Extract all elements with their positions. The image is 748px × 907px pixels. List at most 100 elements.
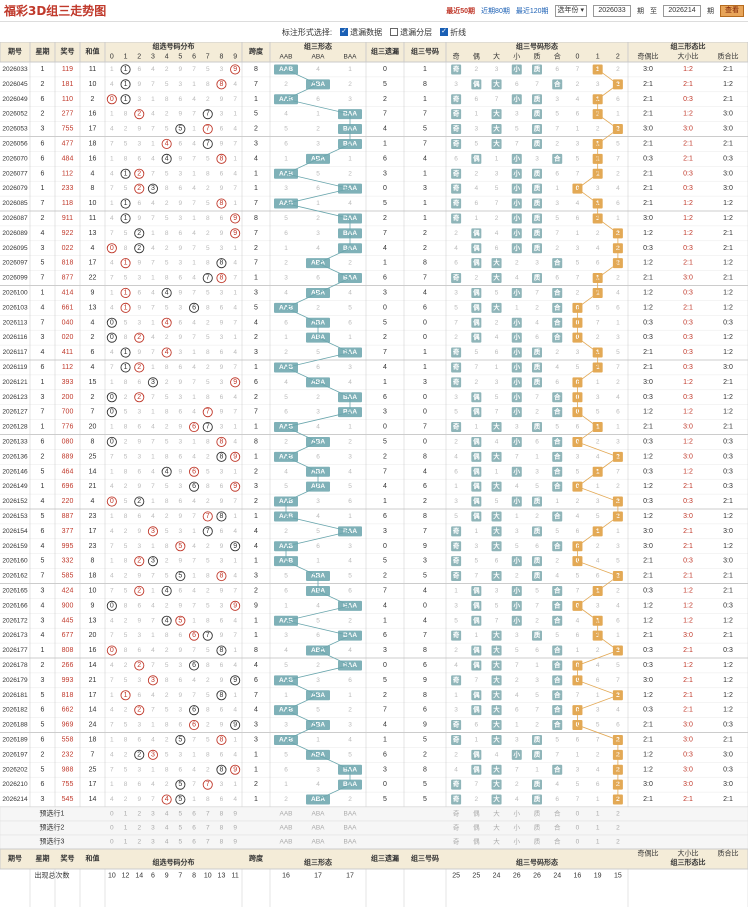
to-issue-input[interactable]: 2026214: [663, 4, 701, 17]
dist-miss: 1: [110, 424, 114, 431]
dist-miss: 5: [206, 66, 210, 73]
dist-ball: [216, 690, 227, 701]
dist-ball-digit: 9: [233, 483, 237, 490]
prediction-digit: 9: [233, 811, 237, 818]
dist-miss: 2: [206, 364, 210, 371]
dist-miss: 2: [165, 736, 169, 743]
cell-ratio-1: 2:1: [683, 692, 693, 699]
codeform-miss: 2: [515, 573, 519, 580]
codeform-miss: 6: [495, 558, 499, 565]
codeform-box: [471, 466, 482, 477]
cell-miss: 5: [383, 796, 387, 803]
codeform-value: 奇: [453, 124, 460, 133]
cell-week: 6: [41, 736, 45, 743]
dist-ball-digit: 7: [206, 126, 210, 133]
dist-miss: 3: [179, 528, 183, 535]
cell-code: 5: [423, 126, 427, 133]
dist-ball: [161, 794, 172, 805]
dist-miss: 6: [179, 96, 183, 103]
codeform-value: 小: [513, 362, 521, 371]
dist-ball: [120, 362, 131, 373]
form-miss: 2: [284, 260, 288, 267]
dist-miss: 9: [179, 647, 183, 654]
cell-miss: 4: [383, 364, 387, 371]
dist-miss: 7: [110, 453, 114, 460]
cell-ratio-2: 2:1: [723, 230, 733, 237]
cell-code: 2: [423, 751, 427, 758]
codeform-value: 奇: [453, 198, 460, 207]
codeform-box: [552, 287, 563, 298]
cell-prize: 332: [62, 558, 74, 565]
dist-miss: 6: [220, 126, 224, 133]
dist-miss: 3: [137, 453, 141, 460]
cell-miss: 1: [383, 140, 387, 147]
query-button[interactable]: 查看: [720, 4, 744, 17]
dist-ball: [216, 436, 227, 448]
option-missing-layer[interactable]: 遗漏分层: [390, 27, 432, 38]
form-miss: 1: [316, 200, 320, 207]
option-polyline[interactable]: ✓ 折线: [440, 27, 466, 38]
dist-ball: [216, 198, 227, 209]
dist-miss: 1: [110, 692, 114, 699]
cell-span: 8: [254, 215, 258, 222]
codeform-miss: 2: [616, 170, 620, 177]
codeform-value: 偶: [473, 332, 480, 341]
link-recent-50[interactable]: 最近50期: [446, 7, 476, 15]
codeform-miss: 6: [616, 409, 620, 416]
from-issue-input[interactable]: 2026033: [593, 4, 631, 17]
cell-prize: 677: [62, 632, 74, 639]
header-codeform-6: 0: [575, 54, 579, 61]
cell-ratio-0: 2:1: [643, 424, 653, 431]
codeform-value: 偶: [473, 451, 480, 460]
form-miss: 3: [316, 498, 320, 505]
codeform-miss: 7: [555, 126, 559, 133]
cell-code: 1: [423, 200, 427, 207]
prediction-codeform: 2: [616, 825, 620, 832]
header-ratio-2: 质合比: [718, 52, 739, 61]
codeform-miss: 6: [616, 304, 620, 311]
cell-ratio-2: 0:3: [723, 647, 733, 654]
form-miss: 4: [316, 781, 320, 788]
codeform-miss: 4: [454, 766, 458, 773]
form-miss: 1: [316, 558, 320, 565]
dist-miss: 1: [151, 96, 155, 103]
codeform-miss: 4: [515, 275, 519, 282]
cell-sum: 24: [89, 722, 97, 729]
cell-prize: 233: [62, 185, 74, 192]
cell-miss: 0: [383, 66, 387, 73]
checkbox-polyline[interactable]: ✓: [440, 28, 449, 36]
codeform-box: [491, 675, 502, 686]
dist-miss: 7: [110, 677, 114, 684]
year-select[interactable]: 选年份 ▾: [554, 4, 587, 17]
cell-issue: 2026056: [2, 140, 28, 147]
checkbox-missing-layer[interactable]: [390, 28, 399, 36]
codeform-value: 合: [553, 302, 561, 311]
codeform-miss: 2: [555, 140, 559, 147]
codeform-miss: 3: [475, 126, 479, 133]
cell-ratio-2: 1:2: [723, 692, 733, 699]
option-missing-data[interactable]: ✓ 遗漏数据: [340, 27, 382, 38]
codeform-miss: 2: [535, 409, 539, 416]
link-recent-120[interactable]: 最近120期: [515, 7, 549, 15]
codeform-miss: 1: [616, 632, 620, 639]
dist-ball: [202, 124, 213, 135]
codeform-box: [552, 764, 563, 775]
codeform-miss: 3: [454, 289, 458, 296]
cell-week: 6: [41, 781, 45, 788]
codeform-box: [451, 675, 462, 686]
cell-week: 1: [41, 483, 45, 490]
link-recent-80[interactable]: 近期80期: [481, 7, 510, 15]
codeform-box: [451, 168, 462, 179]
checkbox-missing-data[interactable]: ✓: [340, 28, 349, 36]
codeform-miss: 1: [616, 111, 620, 118]
prediction-codeform: 质: [534, 823, 541, 832]
codeform-value: 大: [493, 258, 500, 267]
dist-miss: 1: [110, 513, 114, 520]
cell-sum: 10: [89, 81, 97, 88]
codeform-value: 偶: [473, 615, 480, 624]
cell-sum: 17: [89, 126, 97, 133]
cell-ratio-1: 2:1: [683, 260, 693, 267]
codeform-box: [491, 660, 502, 671]
codeform-box: [491, 481, 502, 492]
codeform-miss: 7: [515, 766, 519, 773]
